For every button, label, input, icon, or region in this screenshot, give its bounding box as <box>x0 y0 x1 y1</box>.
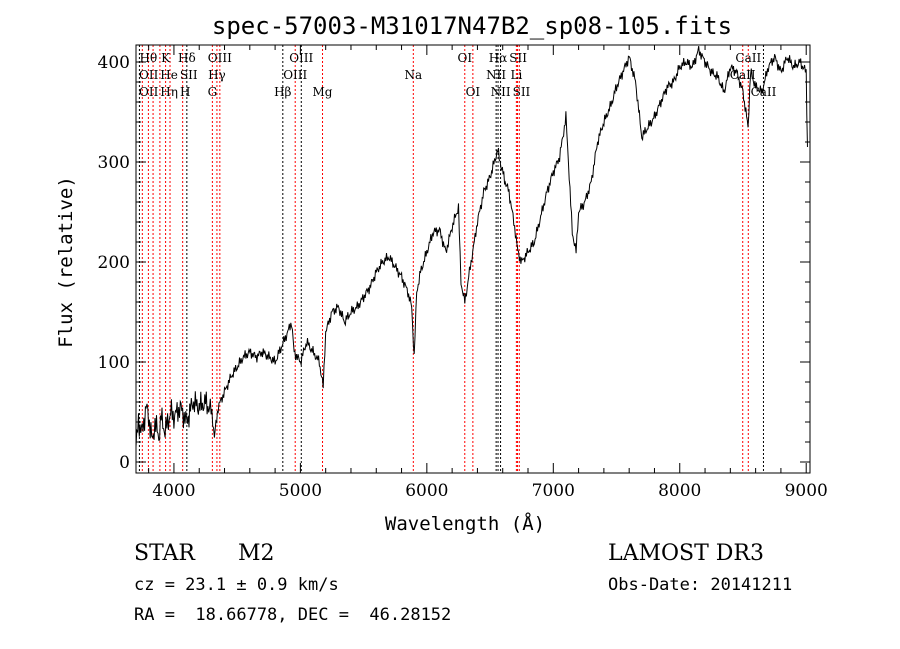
spectral-line-label: K <box>161 51 171 65</box>
chart-title: spec-57003-M31017N47B2_sp08-105.fits <box>212 12 732 40</box>
spectral-line-label: OIII <box>208 51 232 65</box>
x-tick-label: 9000 <box>785 481 828 501</box>
spectral-line-label: NII <box>491 85 511 99</box>
spectral-line-label: Hβ <box>274 85 291 99</box>
spectral-line-label: OII <box>139 68 159 82</box>
redshift-cz: cz = 23.1 ± 0.9 km/s <box>134 575 339 595</box>
spectral-line-label: Hη <box>160 85 178 99</box>
y-tick-label: 200 <box>98 253 130 273</box>
plot-frame <box>135 44 811 474</box>
y-axis-label: Flux (relative) <box>55 176 77 348</box>
spectral-line-label: SII <box>180 68 198 82</box>
spectral-line-label: OI <box>466 85 481 99</box>
spectral-line-label: G <box>208 85 218 99</box>
y-tick-label: 400 <box>98 53 130 73</box>
x-tick-label: 8000 <box>658 481 701 501</box>
x-axis-label: Wavelength (Å) <box>385 512 545 535</box>
spectral-line-label: Hθ <box>140 51 158 65</box>
y-tick-label: 100 <box>98 353 130 373</box>
spectral-line-label: H <box>180 85 190 99</box>
spectral-line-label: Hα <box>489 51 508 65</box>
x-tick-label: 6000 <box>405 481 448 501</box>
y-tick-label: 300 <box>98 153 130 173</box>
spectral-line-label: Na <box>405 68 423 82</box>
axis-ticks: 4000 5000 6000 7000 8000 9000 0 100 200 300 400 <box>98 45 828 501</box>
x-tick-label: 7000 <box>532 481 575 501</box>
spectral-line-label: Hδ <box>178 51 196 65</box>
spectral-line-label: OII <box>139 85 159 99</box>
spectral-line-label: OI <box>458 51 473 65</box>
survey-name: LAMOST DR3 <box>608 541 764 566</box>
y-tick-label: 0 <box>119 453 130 473</box>
spectral-line-label: SII <box>513 85 531 99</box>
x-tick-label: 4000 <box>152 481 195 501</box>
spectral-line-label: Li <box>511 68 523 82</box>
spectral-line-label: Mg <box>313 85 333 99</box>
spectral-line-label: Hγ <box>208 68 226 82</box>
spectral-line-label: NII <box>486 68 506 82</box>
spectrum-line <box>135 46 808 448</box>
spectral-line-label: OIII <box>289 51 313 65</box>
ra-dec: RA = 18.66778, DEC = 46.28152 <box>134 605 451 625</box>
object-subclass: M2 <box>238 541 275 566</box>
spectral-line-label: OIII <box>283 68 307 82</box>
spectral-line-label: He <box>160 68 178 82</box>
object-class: STAR <box>134 541 196 566</box>
spectral-lines <box>138 45 764 473</box>
obs-date: Obs-Date: 20141211 <box>608 575 792 595</box>
x-tick-label: 5000 <box>279 481 322 501</box>
spectral-line-label: CaII <box>735 51 761 65</box>
spectral-line-label: SII <box>509 51 527 65</box>
